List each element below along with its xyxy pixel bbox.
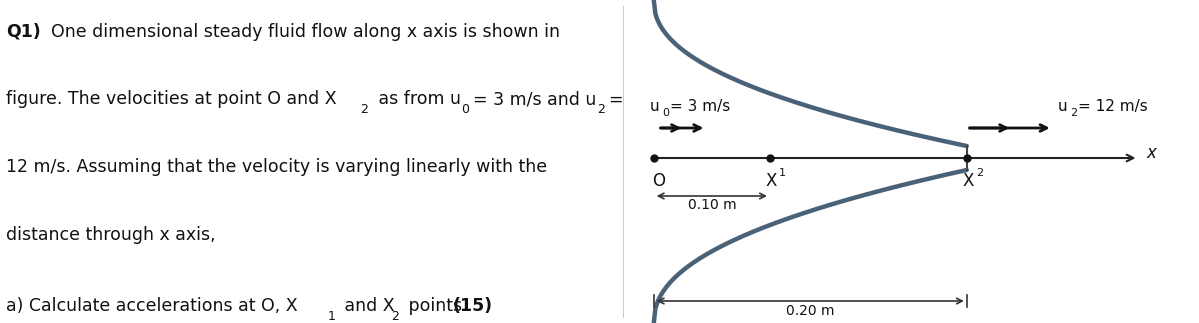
Text: = 12 m/s: = 12 m/s: [1078, 99, 1147, 114]
Text: 2: 2: [597, 103, 604, 116]
Text: 2: 2: [1070, 108, 1077, 118]
Text: (15): (15): [453, 297, 493, 315]
Text: 2: 2: [392, 310, 399, 323]
Text: 2: 2: [361, 103, 368, 116]
Text: 0.20 m: 0.20 m: [787, 304, 835, 318]
Text: 12 m/s. Assuming that the velocity is varying linearly with the: 12 m/s. Assuming that the velocity is va…: [6, 158, 548, 176]
Text: a) Calculate accelerations at O, X: a) Calculate accelerations at O, X: [6, 297, 297, 315]
Text: x: x: [1146, 144, 1156, 162]
Text: u: u: [1058, 99, 1067, 114]
Text: distance through x axis,: distance through x axis,: [6, 226, 216, 244]
Text: 0.10 m: 0.10 m: [687, 198, 736, 212]
Text: and X: and X: [339, 297, 394, 315]
Text: O: O: [652, 172, 664, 190]
Text: 2: 2: [976, 168, 983, 178]
Text: figure. The velocities at point O and X: figure. The velocities at point O and X: [6, 90, 337, 109]
Text: 1: 1: [779, 168, 787, 178]
Text: = 3 m/s: = 3 m/s: [670, 99, 730, 114]
Text: One dimensional steady fluid flow along x axis is shown in: One dimensional steady fluid flow along …: [52, 23, 560, 41]
Text: points.: points.: [403, 297, 472, 315]
Text: X: X: [766, 172, 777, 190]
Text: 0: 0: [462, 103, 469, 116]
Text: 0: 0: [662, 108, 669, 118]
Text: Q1): Q1): [6, 23, 41, 41]
Text: X: X: [963, 172, 974, 190]
Text: = 3 m/s and u: = 3 m/s and u: [472, 90, 596, 109]
Text: as from u: as from u: [373, 90, 460, 109]
Text: =: =: [608, 90, 622, 109]
Text: 1: 1: [329, 310, 336, 323]
Text: u: u: [650, 99, 659, 114]
